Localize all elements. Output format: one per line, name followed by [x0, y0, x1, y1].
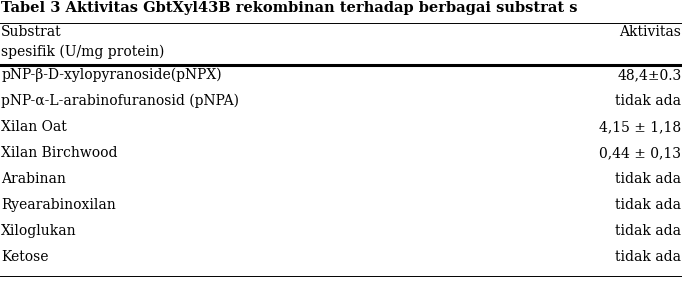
- Text: Aktivitas: Aktivitas: [619, 25, 681, 39]
- Text: 0,44 ± 0,13: 0,44 ± 0,13: [599, 146, 681, 160]
- Text: pNP-β-D-xylopyranoside(pNPX): pNP-β-D-xylopyranoside(pNPX): [1, 68, 222, 82]
- Text: Xilan Birchwood: Xilan Birchwood: [1, 146, 118, 160]
- Text: 48,4±0.3: 48,4±0.3: [617, 68, 681, 82]
- Text: tidak ada: tidak ada: [615, 250, 681, 264]
- Text: Arabinan: Arabinan: [1, 172, 66, 186]
- Text: tidak ada: tidak ada: [615, 224, 681, 238]
- Text: spesifik (U/mg protein): spesifik (U/mg protein): [1, 45, 165, 59]
- Text: Tabel 3 Aktivitas GbtXyl43B rekombinan terhadap berbagai substrat s: Tabel 3 Aktivitas GbtXyl43B rekombinan t…: [1, 1, 578, 15]
- Text: tidak ada: tidak ada: [615, 94, 681, 108]
- Text: 4,15 ± 1,18: 4,15 ± 1,18: [599, 120, 681, 134]
- Text: pNP-α-L-arabinofuranosid (pNPA): pNP-α-L-arabinofuranosid (pNPA): [1, 94, 239, 108]
- Text: Xilan Oat: Xilan Oat: [1, 120, 67, 134]
- Text: Tabel 3 Aktivitas GbtXyl43B rekombinan terhadap berbagai substrat s: Tabel 3 Aktivitas GbtXyl43B rekombinan t…: [1, 1, 523, 15]
- Text: tidak ada: tidak ada: [615, 172, 681, 186]
- Text: Ketose: Ketose: [1, 250, 49, 264]
- Text: Ryearabinoxilan: Ryearabinoxilan: [1, 198, 116, 212]
- Text: tidak ada: tidak ada: [615, 198, 681, 212]
- Text: Substrat: Substrat: [1, 25, 62, 39]
- Text: Xiloglukan: Xiloglukan: [1, 224, 77, 238]
